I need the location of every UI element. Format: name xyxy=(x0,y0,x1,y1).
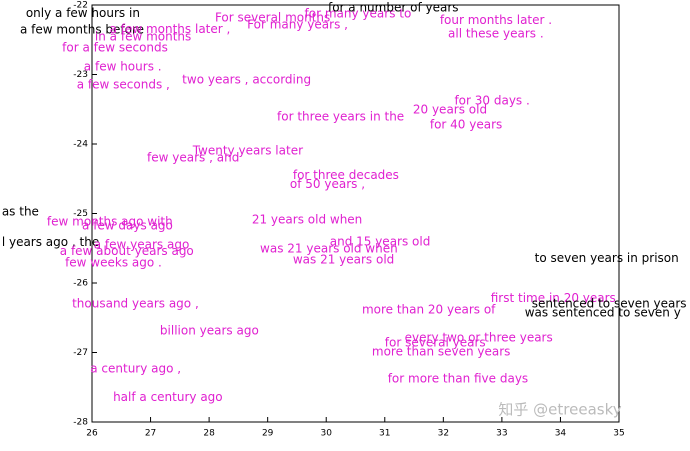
word-label: a few years ago xyxy=(94,237,190,251)
word-label: sentenced to seven years xyxy=(532,296,687,310)
x-tick-label: 30 xyxy=(320,429,332,439)
word-label: a few hours . xyxy=(84,59,162,73)
word-label: as the xyxy=(2,205,39,219)
word-label: For many years , xyxy=(247,18,348,32)
word-label: of 50 years , xyxy=(290,177,365,191)
word-label: for 30 days . xyxy=(454,93,529,107)
y-tick-label: -25 xyxy=(73,209,88,219)
word-label: a few months before xyxy=(20,23,144,37)
word-label: in a few months xyxy=(95,29,191,43)
word-label: every two or three years xyxy=(405,330,553,344)
word-label: more than seven years xyxy=(372,344,511,358)
y-tick-label: -22 xyxy=(73,1,88,11)
word-label: few weeks ago . xyxy=(65,255,162,269)
word-label: Twenty years later xyxy=(192,143,303,157)
word-label: a century ago , xyxy=(90,362,181,376)
word-label: for more than five days xyxy=(388,371,528,385)
x-tick-label: 33 xyxy=(496,429,507,439)
word-label: only a few hours in xyxy=(26,6,140,20)
word-label: was sentenced to seven y xyxy=(525,305,681,319)
word-label: few months ago with xyxy=(47,214,173,228)
x-tick-label: 35 xyxy=(613,429,624,439)
word-label: four months later . xyxy=(440,13,552,27)
word-label: first time in 20 years xyxy=(491,291,616,305)
word-label: was 21 years old when xyxy=(260,241,398,255)
word-label: all these years . xyxy=(448,27,544,41)
word-label: was 21 years old xyxy=(293,253,394,267)
x-tick-label: 34 xyxy=(555,429,567,439)
word-label: two years , according xyxy=(182,73,311,87)
x-tick-label: 29 xyxy=(262,429,274,439)
word-label: few years , and xyxy=(147,150,239,164)
y-tick-label: -28 xyxy=(73,418,88,428)
word-label: for three years in the xyxy=(277,109,404,123)
word-label: more than 20 years of xyxy=(362,303,496,317)
word-label: to seven years in prison xyxy=(535,251,679,265)
y-tick-label: -24 xyxy=(73,140,88,150)
word-label: a few about years ago xyxy=(60,244,194,258)
word-label: for 40 years xyxy=(430,118,502,132)
word-label: for a few seconds xyxy=(62,41,168,55)
word-label: 21 years old when xyxy=(252,212,362,226)
word-label: l years ago , the xyxy=(2,235,99,249)
word-label: for a number of years xyxy=(328,0,459,14)
word-label: 20 years old xyxy=(413,102,487,116)
word-label: a few months later , xyxy=(110,22,231,36)
word-label: a few seconds , xyxy=(77,77,170,91)
word-label: for many years to xyxy=(305,7,412,21)
word-label: for several years xyxy=(385,335,486,349)
y-tick-label: -27 xyxy=(73,348,88,358)
word-label: and 15 years old xyxy=(330,234,431,248)
y-tick-label: -26 xyxy=(73,279,88,289)
x-tick-label: 27 xyxy=(145,429,156,439)
word-label: billion years ago xyxy=(160,323,259,337)
word-label: For several months xyxy=(215,11,330,25)
y-tick-label: -23 xyxy=(73,70,88,80)
word-label: for three decades xyxy=(293,168,399,182)
word-label: a few days ago xyxy=(82,219,173,233)
x-tick-label: 32 xyxy=(438,429,449,439)
x-tick-label: 28 xyxy=(203,429,215,439)
x-tick-label: 31 xyxy=(379,429,390,439)
x-tick-label: 26 xyxy=(86,429,98,439)
word-label: thousand years ago , xyxy=(72,296,199,310)
watermark: 知乎 @etreeasky xyxy=(498,401,621,419)
word-label: half a century ago xyxy=(113,390,223,404)
